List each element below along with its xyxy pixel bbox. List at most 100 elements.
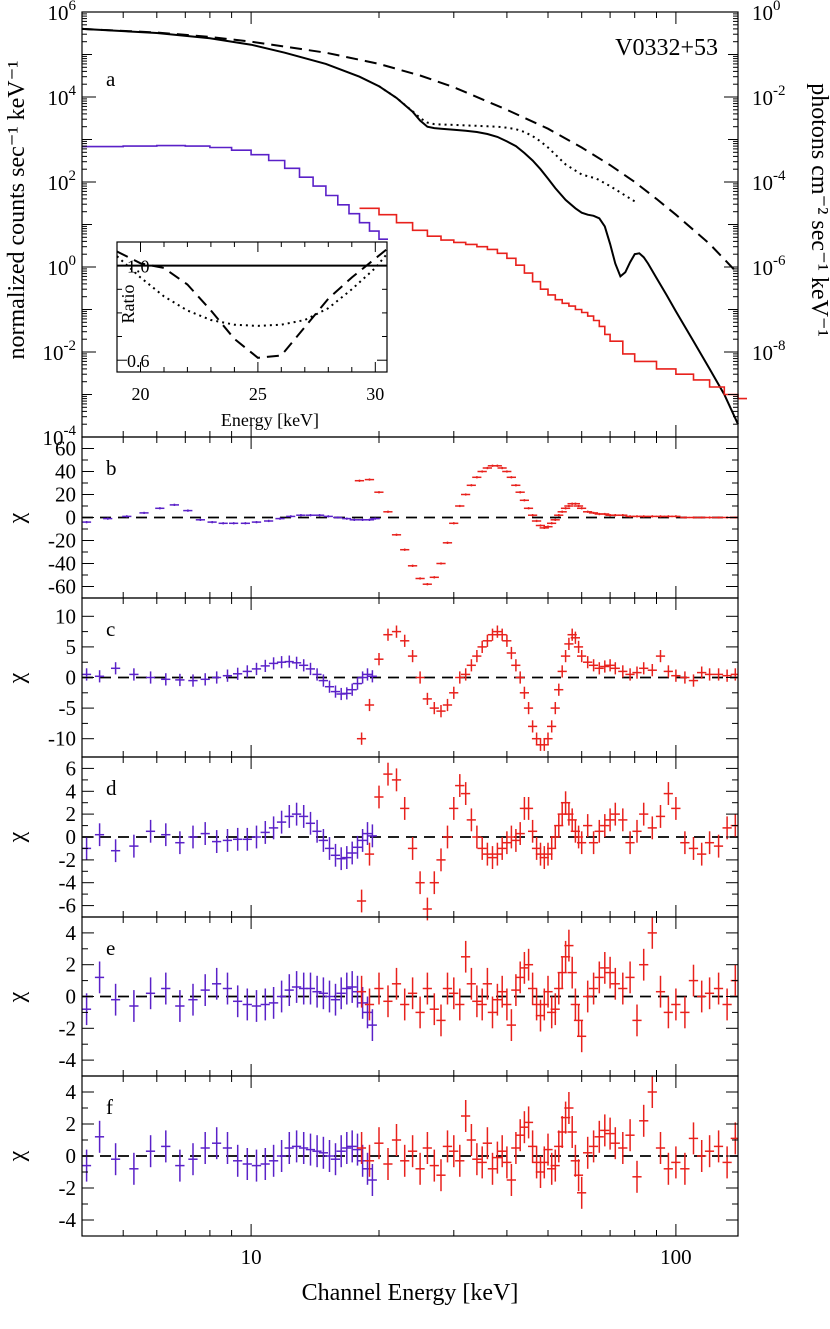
- residual-point: [449, 686, 459, 699]
- residual-point: [461, 493, 471, 496]
- residual-point: [364, 478, 375, 481]
- residual-point: [588, 831, 599, 855]
- tick-base: 10: [752, 1, 773, 25]
- y-tick-label-b-3: 0: [66, 506, 77, 530]
- residual-point: [299, 659, 309, 672]
- residual-point: [671, 988, 681, 1021]
- residual-point: [318, 674, 328, 687]
- residual-point: [251, 825, 262, 849]
- residual-point: [472, 825, 482, 849]
- residual-point: [122, 515, 132, 518]
- residual-point: [415, 577, 425, 580]
- residual-point: [94, 823, 105, 847]
- residual-point: [730, 668, 738, 681]
- residual-point: [175, 990, 185, 1022]
- residual-point: [103, 517, 113, 520]
- residual-point: [531, 732, 542, 745]
- residual-point: [415, 871, 425, 895]
- residual-point: [511, 829, 521, 852]
- panel-label-e: e: [106, 936, 115, 960]
- residual-point: [531, 519, 542, 523]
- residual-point: [487, 996, 497, 1029]
- residual-point: [362, 996, 373, 1029]
- residual-point: [515, 671, 525, 684]
- residual-point: [82, 668, 92, 681]
- y-tick-label-b-4: -20: [48, 529, 76, 553]
- residual-point: [383, 762, 393, 786]
- residual-point: [383, 510, 393, 513]
- residual-point: [466, 967, 476, 1000]
- y-tick-label-b-0: 60: [55, 437, 76, 461]
- residual-point: [336, 1135, 346, 1168]
- y-tick-label-e-2: 0: [66, 985, 77, 1009]
- y-tick-label-e-1: 2: [66, 953, 77, 977]
- residual-point: [429, 871, 439, 895]
- residual-point: [523, 948, 534, 981]
- inset-frame: [116, 241, 388, 373]
- residual-point: [242, 1148, 252, 1180]
- residual-point: [477, 988, 487, 1021]
- residual-point: [291, 1130, 302, 1163]
- residual-point: [523, 1106, 534, 1139]
- residual-point: [367, 1009, 377, 1041]
- inset-y-tick-label-0: 0.6: [127, 351, 150, 371]
- residual-point: [639, 515, 649, 518]
- residual-point: [722, 816, 732, 840]
- residual-point: [82, 1149, 92, 1182]
- residual-point: [175, 1149, 185, 1182]
- residual-point: [639, 948, 649, 981]
- residual-point: [374, 653, 384, 666]
- residual-point: [550, 518, 560, 521]
- residual-point: [497, 628, 507, 641]
- residual-point: [264, 519, 274, 523]
- y-tick-label-right-1: 10-2: [752, 83, 786, 110]
- residual-point: [429, 702, 439, 715]
- residual-point: [487, 846, 497, 869]
- residual-point: [291, 656, 302, 669]
- y-axis-label-e: χ: [4, 991, 30, 1003]
- residual-point: [655, 1132, 666, 1164]
- residual-point: [618, 808, 628, 832]
- residual-point: [588, 659, 599, 672]
- residual-point: [625, 668, 635, 681]
- residual-point: [573, 504, 584, 508]
- residual-point: [567, 956, 577, 989]
- residual-point: [367, 670, 377, 683]
- residual-point: [415, 996, 425, 1029]
- y-tick-label-right-3: 10-6: [752, 253, 786, 280]
- residual-point: [400, 797, 410, 820]
- residual-point: [200, 822, 210, 845]
- residual-point: [296, 514, 306, 517]
- residual-point: [688, 837, 699, 860]
- tick-exponent: 0: [773, 0, 781, 14]
- tick-base: 10: [752, 171, 773, 195]
- residual-point: [647, 816, 657, 840]
- series-2-dotted-line: [378, 85, 636, 203]
- residual-point: [704, 516, 715, 519]
- residual-point: [704, 831, 715, 855]
- inset-x-axis-label: Energy [keV]: [221, 410, 319, 430]
- residual-point: [688, 964, 699, 997]
- residual-point: [260, 821, 270, 844]
- residual-point: [200, 1132, 210, 1164]
- y-tick-label-right-0: 100: [752, 0, 781, 25]
- residual-point: [600, 1114, 610, 1147]
- residual-point: [436, 848, 446, 872]
- residual-point: [312, 1135, 322, 1168]
- residual-point: [497, 975, 507, 1008]
- residual-point: [407, 650, 418, 663]
- residual-point: [362, 1152, 373, 1185]
- panel-a-frame: [81, 11, 739, 438]
- residual-point: [347, 1130, 357, 1163]
- residual-point: [482, 842, 492, 866]
- residual-point: [477, 470, 487, 473]
- tick-exponent: 2: [69, 168, 77, 184]
- inset-x-tick-label-0: 20: [131, 384, 149, 404]
- residual-point: [605, 808, 615, 832]
- residual-point: [492, 1141, 502, 1174]
- residual-point: [511, 484, 521, 487]
- residual-point: [330, 983, 340, 1016]
- y-tick-label-f-0: 4: [66, 1080, 77, 1104]
- residual-point: [506, 476, 516, 479]
- residual-point: [155, 507, 165, 510]
